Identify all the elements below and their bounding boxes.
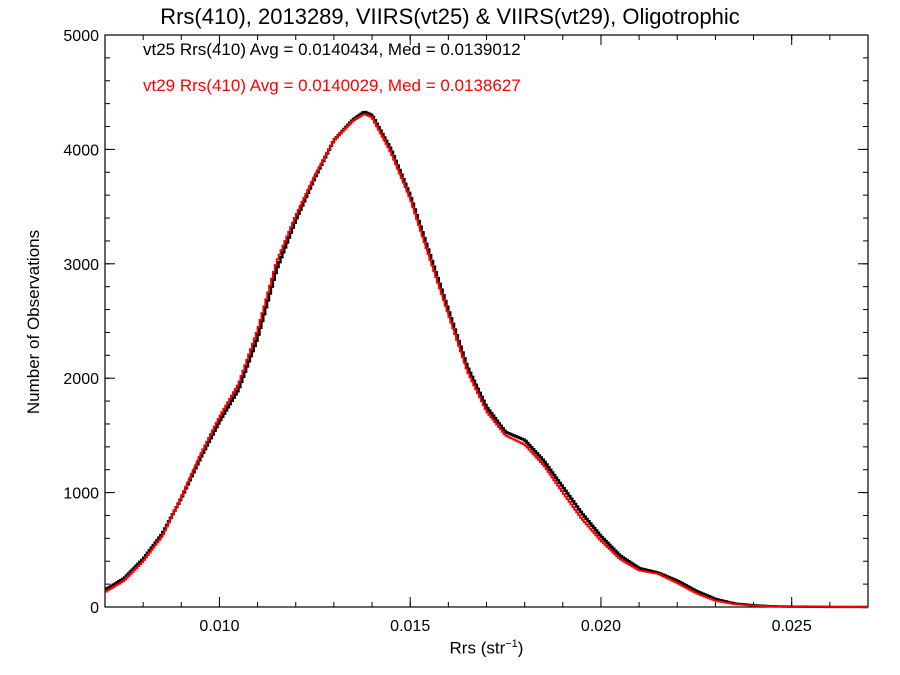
y-tick-label: 1000 (63, 486, 99, 503)
series-line-vt29 (105, 113, 868, 608)
x-axis-label: Rrs (str−1) (105, 638, 868, 659)
x-tick-label: 0.020 (581, 618, 621, 635)
y-axis-label: Number of Observations (24, 229, 43, 415)
annotation-vt25: vt25 Rrs(410) Avg = 0.0140434, Med = 0.0… (143, 40, 521, 59)
annotation-vt29: vt29 Rrs(410) Avg = 0.0140029, Med = 0.0… (143, 76, 521, 95)
x-tick-label: 0.015 (390, 618, 430, 635)
axis-ticks: 0.010 0.015 0.020 0.025 0 1000 2000 3000 4000 500… (63, 28, 869, 635)
series-line-vt25 (105, 110, 868, 609)
y-tick-label: 2000 (63, 371, 99, 388)
y-tick-label: 4000 (63, 142, 99, 159)
x-tick-label: 0.025 (772, 618, 812, 635)
plot-frame (104, 34, 869, 608)
x-axis-label-main: Rrs (str (449, 638, 506, 658)
y-tick-label: 3000 (63, 257, 99, 274)
x-axis-label-exponent: −1 (505, 638, 518, 650)
chart-title: Rrs(410), 2013289, VIIRS(vt25) & VIIRS(v… (160, 4, 740, 29)
x-axis-label-close: ) (517, 638, 524, 658)
y-tick-label: 5000 (63, 28, 99, 45)
x-tick-label: 0.010 (199, 618, 239, 635)
series-group (105, 110, 868, 609)
y-tick-label: 0 (90, 600, 99, 617)
